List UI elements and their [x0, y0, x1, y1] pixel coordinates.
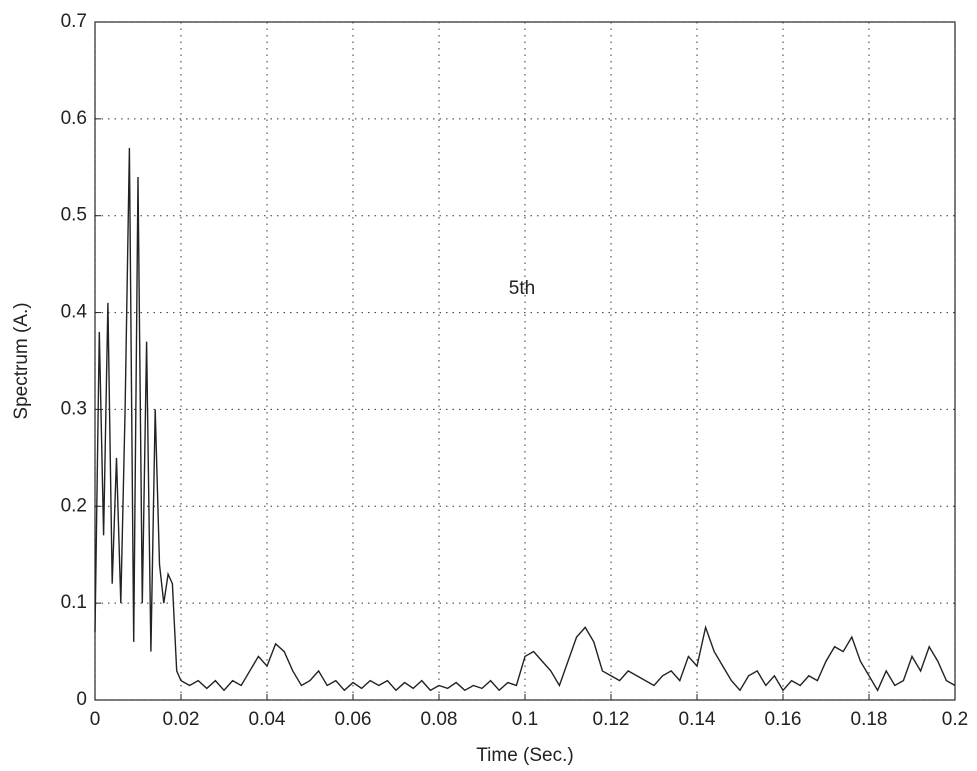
y-tick-label: 0.2 — [61, 495, 87, 516]
x-tick-label: 0.16 — [765, 709, 802, 730]
x-tick-label: 0.12 — [593, 709, 630, 730]
y-tick-label: 0.6 — [61, 108, 87, 129]
x-tick-label: 0.02 — [163, 709, 200, 730]
y-tick-label: 0.7 — [61, 11, 87, 32]
x-tick-label: 0.04 — [249, 709, 286, 730]
data-line — [94, 147, 956, 692]
x-axis-label: Time (Sec.) — [476, 745, 573, 766]
annotation: 5th — [509, 278, 535, 299]
y-tick-label: 0 — [76, 689, 87, 710]
y-tick-label: 0.3 — [61, 398, 87, 419]
x-tick-label: 0 — [90, 709, 101, 730]
x-tick-label: 0.18 — [851, 709, 888, 730]
y-axis-label: Spectrum (A.) — [11, 302, 32, 419]
x-tick-label: 0.06 — [335, 709, 372, 730]
y-tick-label: 0.1 — [61, 592, 87, 613]
x-tick-label: 0.14 — [679, 709, 716, 730]
x-tick-label: 0.08 — [421, 709, 458, 730]
x-tick-label: 0.1 — [512, 709, 538, 730]
y-tick-label: 0.5 — [61, 205, 87, 226]
x-tick-label: 0.2 — [942, 709, 968, 730]
y-tick-label: 0.4 — [61, 302, 88, 323]
